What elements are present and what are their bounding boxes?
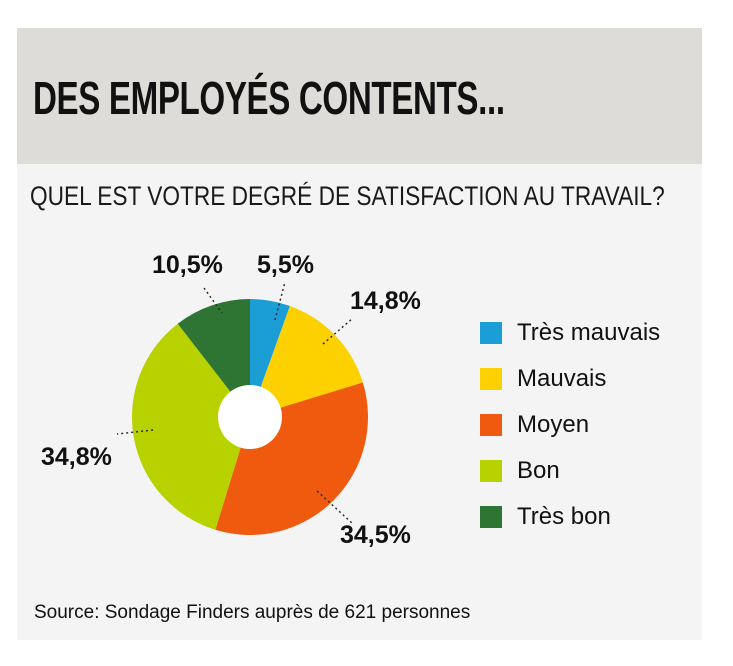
slice-label: 34,8% [41,443,112,471]
chart-subtitle: QUEL EST VOTRE DEGRÉ DE SATISFACTION AU … [30,181,665,211]
legend-item: Bon [480,448,660,494]
legend-item: Moyen [480,402,660,448]
title-banner: DES EMPLOYÉS CONTENTS... [17,28,702,164]
legend-label: Très bon [517,503,611,530]
donut-hole [218,385,282,449]
legend-swatch [480,414,502,436]
legend-label: Bon [517,457,560,484]
leader-line [322,317,354,345]
leader-line [203,287,223,314]
chart-title: DES EMPLOYÉS CONTENTS... [33,72,505,124]
legend-label: Très mauvais [517,319,661,346]
legend-label: Mauvais [517,365,607,392]
slice-label: 14,8% [350,287,421,315]
slice-label: 10,5% [152,251,223,279]
legend-swatch [480,368,502,390]
leader-line [274,281,286,321]
infographic-card: DES EMPLOYÉS CONTENTS... QUEL EST VOTRE … [17,28,702,640]
slice-bon [132,323,250,530]
slice-mauvais [250,305,363,417]
legend-swatch [480,506,502,528]
legend-swatch [480,322,502,344]
legend: Très mauvais Mauvais Moyen Bon Très bon [480,310,660,540]
leader-line [116,429,154,435]
donut-chart: 5,5% 14,8% 34,5% 34,8% 10,5% [41,251,421,549]
slice-label: 34,5% [340,521,411,549]
legend-label: Moyen [517,411,590,438]
legend-item: Mauvais [480,356,660,402]
legend-item: Très bon [480,494,660,540]
slice-label: 5,5% [257,251,314,279]
legend-swatch [480,460,502,482]
source-note: Source: Sondage Finders auprès de 621 pe… [34,602,471,623]
legend-item: Très mauvais [480,310,660,356]
slice-tr-s-bon [177,299,250,417]
